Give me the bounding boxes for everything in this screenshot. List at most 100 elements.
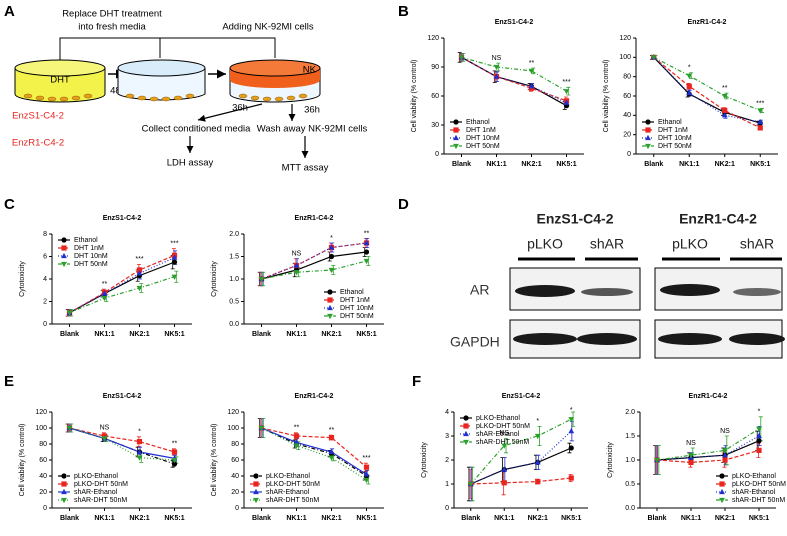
series-line <box>470 447 572 485</box>
legend-marker <box>253 488 259 495</box>
legend-marker <box>253 481 259 487</box>
y-tick-label: 8 <box>43 231 47 238</box>
plot <box>653 416 763 475</box>
legend-marker <box>61 481 67 487</box>
significance: NS <box>492 55 502 62</box>
series-line <box>470 430 572 485</box>
marker <box>686 73 693 79</box>
chart-title: EnzR1-C4-2 <box>295 393 334 400</box>
y-tick-label: 0 <box>235 505 239 512</box>
x-tick-label: NK2:1 <box>715 515 735 522</box>
panel-label: D <box>398 196 409 213</box>
band <box>515 285 575 297</box>
significance: NS <box>499 430 509 437</box>
marker <box>722 457 728 463</box>
panel-label: F <box>412 373 421 390</box>
y-tick-label: 120 <box>227 409 239 416</box>
y-tick-label: 2.0 <box>229 231 239 238</box>
legend-label: pLKO-Ethanol <box>266 473 310 480</box>
x-tick-label: NK5:1 <box>556 161 576 168</box>
error-bar <box>571 411 576 427</box>
x-tick-label: Blank <box>252 331 271 338</box>
legend-label: pLKO-Ethanol <box>74 473 118 480</box>
cells <box>125 93 195 102</box>
legend-label: pLKO-DHT 50nM <box>476 423 530 430</box>
chart-title: EnzR1-C4-2 <box>688 19 727 26</box>
x-tick-label: NK2:1 <box>321 515 341 522</box>
marker <box>757 108 764 114</box>
marker <box>493 64 500 71</box>
marker <box>136 267 143 273</box>
x-tick-label: NK5:1 <box>749 515 769 522</box>
series-line <box>261 427 367 475</box>
y-tick-label: 4 <box>43 276 47 283</box>
error-bar <box>366 256 371 266</box>
x-tick-label: NK2:1 <box>715 161 735 168</box>
marker <box>293 443 300 449</box>
legend-marker <box>463 415 469 421</box>
x-tick-label: NK1:1 <box>94 331 114 338</box>
plot <box>65 423 179 468</box>
legend-label: DHT 50nM <box>658 143 692 150</box>
blot-title: EnzR1-C4-2 <box>679 211 757 227</box>
marker <box>568 417 575 423</box>
significance: * <box>330 235 333 242</box>
marker <box>756 438 762 444</box>
y-tick-label: 1.5 <box>229 253 239 260</box>
marker <box>363 249 370 255</box>
series-line <box>261 251 367 280</box>
legend-marker <box>61 473 67 479</box>
plot <box>257 418 371 485</box>
marker <box>136 270 143 276</box>
chart-title: EnzR1-C4-2 <box>295 215 334 222</box>
series-line <box>69 427 175 453</box>
significance: *** <box>756 100 764 107</box>
western-blot: EnzS1-C4-2 EnzR1-C4-2 pLKO shAR pLKO shA… <box>450 211 785 359</box>
marker <box>171 254 178 260</box>
legend-marker <box>61 245 67 251</box>
y-axis-label: Cell viability (% control) <box>411 60 418 133</box>
marker <box>66 310 73 316</box>
series-line <box>69 427 175 459</box>
legend-marker <box>463 439 469 446</box>
diagram-text: Wash away NK-92MI cells <box>257 124 368 135</box>
y-tick-label: 30 <box>431 122 439 129</box>
series-line <box>653 56 761 129</box>
series-line <box>69 254 175 314</box>
y-tick-label: 80 <box>231 441 239 448</box>
y-tick-label: 0.5 <box>229 298 239 305</box>
x-tick-label: Blank <box>252 515 271 522</box>
series-line <box>261 427 367 481</box>
marker <box>686 90 693 96</box>
series-line <box>653 56 761 112</box>
significance: *** <box>170 240 178 247</box>
marker <box>171 461 178 467</box>
band <box>729 333 785 345</box>
x-tick-label: Blank <box>647 515 666 522</box>
row-label: GAPDH <box>450 334 500 350</box>
marker <box>328 244 335 250</box>
marker <box>458 55 465 61</box>
legend-label: DHT 10nM <box>74 253 108 260</box>
legend-marker <box>719 473 725 479</box>
cell-line: EnzS1-C4-2 <box>12 111 64 122</box>
x-tick-label: NK5:1 <box>164 331 184 338</box>
significance: * <box>138 429 141 436</box>
y-tick-label: 20 <box>231 489 239 496</box>
marker <box>293 433 300 439</box>
y-tick-label: 60 <box>431 93 439 100</box>
legend-marker <box>453 127 459 133</box>
legend-marker <box>61 237 67 243</box>
series-line <box>656 435 760 461</box>
y-axis-label: Cell viability (% control) <box>603 60 610 133</box>
marker <box>528 68 535 74</box>
marker <box>136 448 143 455</box>
plot <box>466 411 576 502</box>
connector <box>59 37 161 60</box>
legend-label: DHT 50nM <box>466 143 500 150</box>
series-line <box>261 242 367 280</box>
marker <box>467 481 474 488</box>
marker <box>722 452 728 458</box>
legend-marker <box>61 488 67 495</box>
marker <box>293 262 300 268</box>
